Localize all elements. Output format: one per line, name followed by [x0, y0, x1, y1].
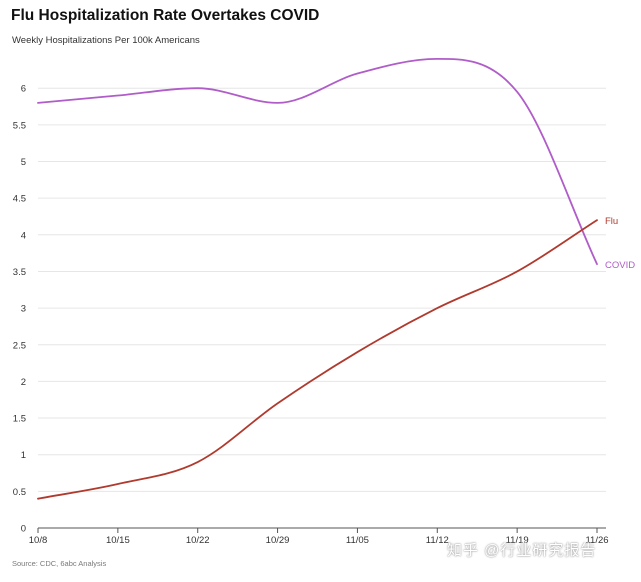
y-tick-label: 0.5	[13, 487, 26, 498]
y-tick-label: 4	[21, 230, 26, 241]
x-tick-label: 11/12	[426, 535, 449, 546]
y-tick-label: 4.5	[13, 194, 26, 205]
chart-subtitle: Weekly Hospitalizations Per 100k America…	[12, 35, 200, 46]
x-tick-label: 11/19	[506, 535, 529, 546]
y-tick-label: 3	[21, 304, 26, 315]
covid-series-label: COVID	[605, 260, 635, 271]
x-tick-label: 10/29	[266, 535, 290, 546]
y-tick-label: 2.5	[13, 340, 26, 351]
chart-title: Flu Hospitalization Rate Overtakes COVID	[11, 7, 320, 24]
x-tick-labels: 10/8 10/15 10/22 10/29 11/05 11/12 11/19 11/26	[29, 535, 609, 546]
y-tick-label: 0	[21, 524, 26, 535]
y-tick-label: 3.5	[13, 267, 26, 278]
y-tick-label: 1.5	[13, 414, 26, 425]
flu-series-label: Flu	[605, 216, 618, 227]
flu-series-line	[37, 219, 598, 500]
y-tick-labels: 0 0.5 1 1.5 2 2.5 3 3.5 4 4.5 5 5.5 6	[13, 84, 26, 535]
x-tick-label: 10/22	[186, 535, 210, 546]
source-note: Source: CDC, 6abc Analysis	[12, 559, 107, 568]
x-tick-label: 11/26	[585, 535, 608, 546]
y-tick-label: 5	[21, 157, 26, 168]
grid-lines	[38, 87, 606, 492]
x-tick-label: 10/15	[106, 535, 130, 546]
y-tick-label: 6	[21, 84, 26, 95]
watermark-text: 知乎 @行业研究报告	[447, 542, 597, 559]
y-tick-label: 1	[21, 450, 26, 461]
series-lines	[37, 57, 598, 500]
y-tick-label: 5.5	[13, 120, 26, 131]
y-tick-label: 2	[21, 377, 26, 388]
covid-series-line	[37, 57, 598, 266]
x-axis	[37, 527, 606, 533]
x-tick-label: 10/8	[29, 535, 48, 546]
series-labels: COVID Flu	[605, 216, 635, 271]
x-tick-label: 11/05	[346, 535, 369, 546]
